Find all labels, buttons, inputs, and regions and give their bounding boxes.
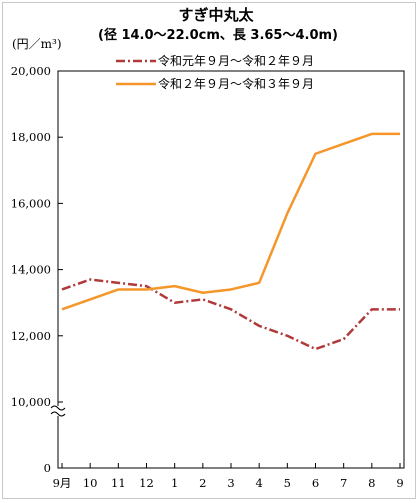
x-tick-label: 4 [256, 476, 263, 490]
y-tick-label: 10,000 [11, 395, 51, 409]
axis-break-gap [52, 406, 64, 416]
x-tick-label: 7 [340, 476, 347, 490]
legend-label-series-1: 令和元年９月～令和２年９月 [158, 53, 314, 68]
y-tick-label: 20,000 [11, 64, 51, 78]
x-tick-label: 9 [396, 476, 403, 490]
y-tick-label: 18,000 [11, 130, 51, 144]
chart-subtitle: (径 14.0～22.0cm、長 3.65～4.0m) [98, 27, 338, 43]
chart-title: すぎ中丸太 [178, 6, 254, 24]
x-tick-label: 2 [199, 476, 206, 490]
x-tick-labels: 9月 10 11 12 1 2 3 4 5 6 7 8 9 [53, 476, 404, 490]
x-tick-label: 8 [368, 476, 375, 490]
y-tick-label: 12,000 [11, 329, 51, 343]
y-axis-unit: (円／m³) [12, 37, 62, 51]
x-tick-label: 1 [171, 476, 178, 490]
y-tick-label: 0 [44, 461, 51, 475]
plot-area [57, 70, 405, 469]
plot-border [57, 70, 405, 469]
x-tick-label: 6 [312, 476, 319, 490]
x-tick-label: 3 [227, 476, 234, 490]
y-tick-labels: 20,000 18,000 16,000 14,000 12,000 10,000 0 [11, 64, 51, 475]
x-tick-label: 10 [83, 476, 98, 490]
legend-label-series-2: 令和２年９月～令和３年９月 [158, 76, 314, 91]
x-tick-label: 12 [139, 476, 154, 490]
x-tick-label: 9月 [53, 476, 72, 490]
axis-break-mark [50, 405, 66, 411]
legend: 令和元年９月～令和２年９月 令和２年９月～令和３年９月 [116, 53, 314, 91]
chart-frame [2, 2, 416, 499]
x-tick-label: 11 [111, 476, 126, 490]
axes [50, 70, 401, 468]
y-tick-label: 14,000 [11, 263, 51, 277]
series-lines [61, 132, 401, 351]
y-tick-label: 16,000 [11, 196, 51, 210]
x-tick-label: 5 [284, 476, 291, 490]
axis-break-mark [50, 411, 66, 417]
